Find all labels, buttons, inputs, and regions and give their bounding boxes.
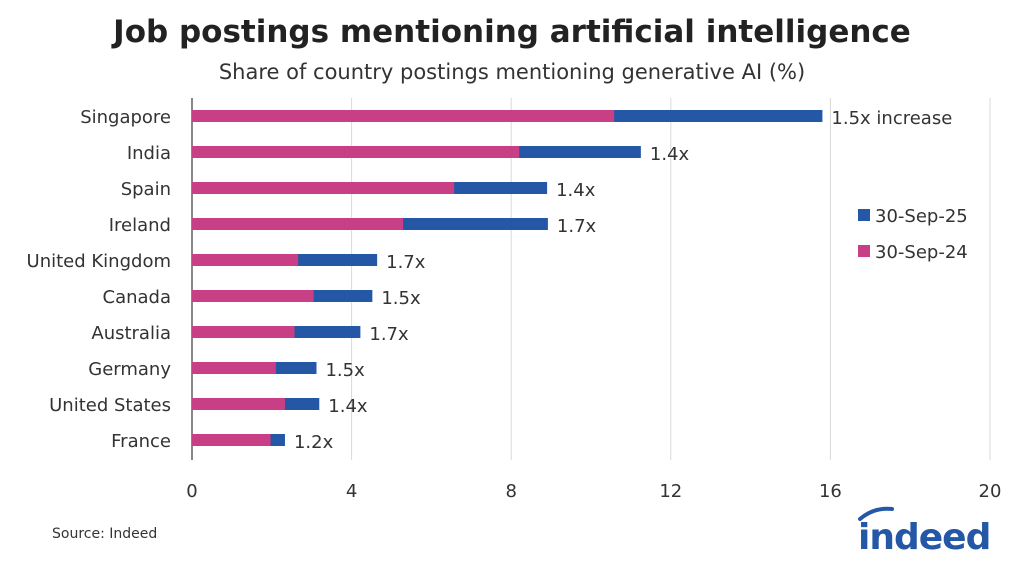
bar-30-Sep-24 (192, 290, 314, 302)
data-label: 1.4x (328, 396, 368, 417)
y-tick-label: Spain (121, 179, 171, 200)
data-label: 1.4x (556, 180, 596, 201)
x-tick-label: 16 (819, 481, 842, 502)
y-tick-label: India (127, 143, 171, 164)
legend-label: 30-Sep-24 (875, 242, 968, 263)
y-tick-label: France (111, 431, 171, 452)
data-label: 1.2x (294, 432, 334, 453)
data-label: 1.5x increase (831, 108, 952, 129)
bar-30-Sep-24 (192, 110, 615, 122)
bar-30-Sep-24 (192, 218, 404, 230)
bar-30-Sep-24 (192, 254, 299, 266)
legend-label: 30-Sep-25 (875, 206, 968, 227)
data-label: 1.7x (386, 252, 426, 273)
y-tick-label: Canada (103, 287, 172, 308)
y-tick-label: Germany (88, 359, 171, 380)
x-tick-label: 4 (346, 481, 357, 502)
bar-30-Sep-24 (192, 362, 276, 374)
indeed-logo: indeed (856, 505, 1024, 565)
data-label: 1.4x (650, 144, 690, 165)
x-tick-label: 12 (659, 481, 682, 502)
data-label: 1.5x (325, 360, 365, 381)
x-tick-label: 0 (186, 481, 197, 502)
bar-30-Sep-24 (192, 434, 271, 446)
legend-swatch (858, 209, 870, 221)
y-tick-label: United States (49, 395, 171, 416)
x-tick-label: 20 (979, 481, 1002, 502)
source-note: Source: Indeed (52, 526, 158, 542)
data-label: 1.5x (381, 288, 421, 309)
y-tick-label: Ireland (109, 215, 171, 236)
svg-text:indeed: indeed (858, 517, 990, 555)
y-tick-label: Australia (91, 323, 171, 344)
legend-swatch (858, 245, 870, 257)
y-tick-label: Singapore (80, 107, 171, 128)
chart-subtitle: Share of country postings mentioning gen… (218, 60, 806, 84)
bar-30-Sep-24 (192, 146, 520, 158)
data-label: 1.7x (557, 216, 597, 237)
bar-30-Sep-24 (192, 326, 295, 338)
data-label: 1.7x (369, 324, 409, 345)
x-tick-label: 8 (505, 481, 516, 502)
bar-30-Sep-24 (192, 398, 285, 410)
bar-30-Sep-24 (192, 182, 455, 194)
y-tick-label: United Kingdom (27, 251, 171, 272)
chart-title: Job postings mentioning artificial intel… (113, 14, 911, 50)
